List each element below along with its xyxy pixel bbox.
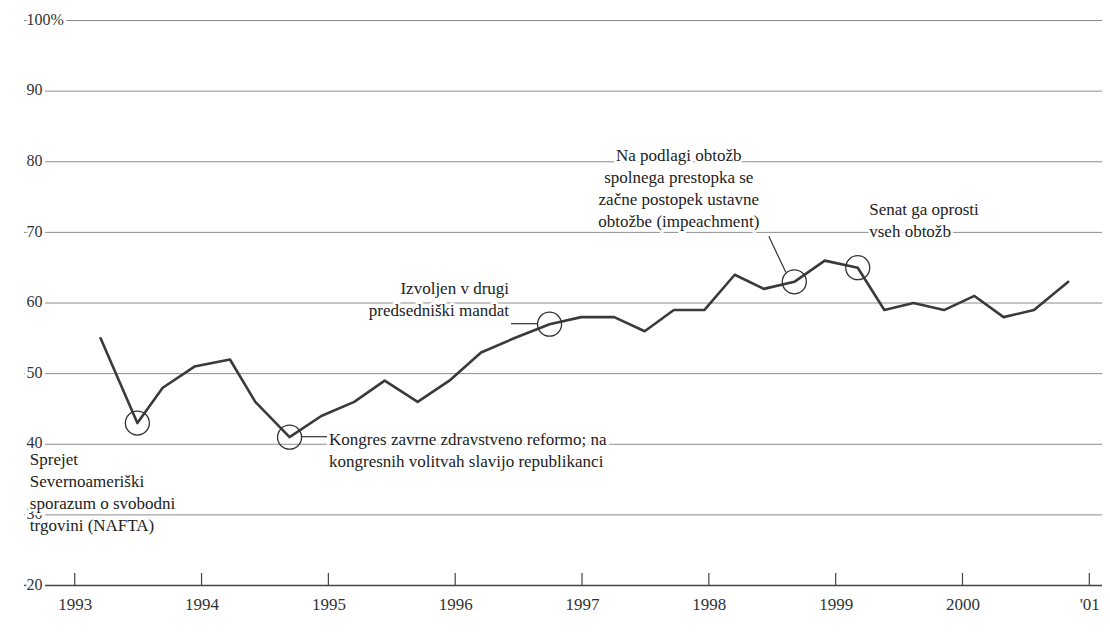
- svg-text:Senat ga oprostivseh obtožb: Senat ga oprostivseh obtožb: [869, 200, 979, 241]
- svg-text:1996: 1996: [439, 595, 473, 614]
- svg-text:50: 50: [27, 364, 43, 381]
- svg-text:1998: 1998: [692, 595, 726, 614]
- svg-text:Na podlagi obtožbspolnega pres: Na podlagi obtožbspolnega prestopka seza…: [598, 146, 759, 231]
- svg-text:1993: 1993: [58, 595, 92, 614]
- svg-text:70: 70: [27, 222, 43, 239]
- svg-text:Izvoljen v drugipredsedniški m: Izvoljen v drugipredsedniški mandat: [369, 279, 509, 320]
- svg-text:80: 80: [27, 152, 43, 169]
- svg-text:'01: '01: [1080, 595, 1100, 614]
- svg-text:40: 40: [26, 434, 43, 452]
- svg-text:60: 60: [27, 293, 43, 310]
- svg-text:90: 90: [27, 81, 43, 98]
- svg-text:1994: 1994: [185, 595, 220, 614]
- svg-text:20: 20: [27, 576, 43, 593]
- svg-text:SprejetSevernoameriškisporazum: SprejetSevernoameriškisporazum o svobodn…: [30, 450, 176, 535]
- svg-text:1997: 1997: [566, 595, 601, 614]
- svg-text:100%: 100%: [27, 11, 64, 28]
- svg-text:Kongres zavrne zdravstveno ref: Kongres zavrne zdravstveno reformo; nako…: [329, 430, 607, 471]
- svg-text:2000: 2000: [946, 595, 980, 614]
- svg-text:1995: 1995: [312, 595, 346, 614]
- svg-text:1999: 1999: [819, 595, 853, 614]
